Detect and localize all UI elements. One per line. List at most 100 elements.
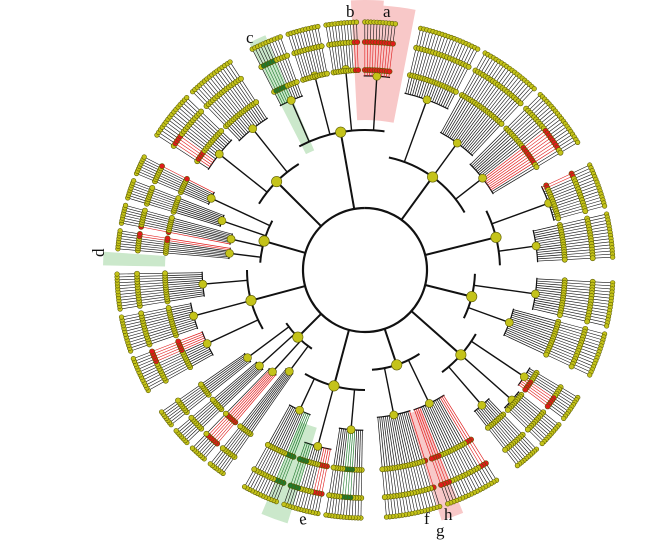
branch-edge <box>563 246 592 250</box>
branch-edge <box>126 333 147 341</box>
branch-edge <box>480 56 491 74</box>
branch-edge <box>514 441 529 457</box>
branch-edge <box>151 189 178 201</box>
branch-edge <box>554 131 571 143</box>
branch-edge <box>436 456 447 484</box>
branch-edge <box>511 316 556 332</box>
branch-edge <box>516 84 530 100</box>
branch-edge <box>182 188 211 202</box>
branch-edge <box>165 280 203 284</box>
branch-edge <box>192 433 207 449</box>
branch-edge <box>137 287 166 291</box>
branch-edge <box>133 180 153 189</box>
tree-node <box>117 228 123 234</box>
branch-edge <box>446 482 454 502</box>
branch-edge <box>485 463 497 481</box>
branch-edge <box>452 104 478 141</box>
branch-edge <box>139 298 168 304</box>
branch-edge <box>399 495 403 516</box>
branch-edge <box>277 37 285 57</box>
branch-edge <box>247 107 260 125</box>
tree-node <box>237 423 244 430</box>
branch-edge <box>303 462 312 490</box>
branch-edge <box>436 86 445 104</box>
branch-edge <box>165 366 191 382</box>
branch-edge <box>121 220 142 225</box>
tree-node <box>175 397 181 404</box>
branch-edge <box>129 192 149 200</box>
branch-edge <box>507 409 529 430</box>
branch-edge <box>255 102 268 119</box>
tree-node <box>131 178 137 184</box>
tree-node <box>138 310 145 317</box>
branch-edge <box>123 212 144 218</box>
branch-edge <box>427 31 434 51</box>
branch-edge <box>328 467 334 496</box>
branch-edge <box>146 203 174 213</box>
tree-node <box>326 492 332 499</box>
branch-edge <box>535 289 564 294</box>
branch-edge <box>512 311 558 325</box>
branch-edge <box>138 294 167 299</box>
branch-edge <box>592 281 613 284</box>
branch-edge <box>592 256 613 259</box>
branch-edge <box>441 396 470 442</box>
clade-label-f: f <box>424 509 430 528</box>
tree-node <box>286 96 296 105</box>
branch-edge <box>571 366 590 376</box>
tree-node <box>539 440 545 447</box>
branch-edge <box>173 211 221 227</box>
branch-edge <box>145 375 164 386</box>
branch-edge <box>196 404 218 424</box>
branch-edge <box>457 478 466 497</box>
branch-edge <box>556 202 583 212</box>
branch-edge <box>119 302 140 307</box>
branch-edge <box>584 331 604 338</box>
branch-edge <box>228 430 246 453</box>
branch-edge <box>317 385 335 447</box>
branch-edge <box>384 468 388 497</box>
branch-edge <box>212 362 257 400</box>
branch-edge <box>166 287 204 293</box>
branch-edge <box>297 461 307 489</box>
branch-edge <box>170 221 232 238</box>
branch-edge <box>337 43 342 72</box>
branch-edge <box>317 493 323 514</box>
branch-edge <box>386 43 391 72</box>
branch-edge <box>167 408 184 421</box>
branch-edge <box>512 443 527 459</box>
branch-edge <box>512 313 557 327</box>
branch-edge <box>388 415 399 468</box>
branch-edge <box>201 408 222 429</box>
branch-edge <box>178 138 202 156</box>
tree-node <box>218 128 225 134</box>
branch-edge <box>181 339 206 351</box>
branch-edge <box>463 71 479 97</box>
branch-edge <box>132 182 152 191</box>
branch-edge <box>225 125 240 141</box>
tree-node <box>175 338 182 345</box>
branch-edge <box>529 140 553 157</box>
branch-edge <box>543 411 560 425</box>
branch-edge <box>157 352 183 365</box>
tree-node <box>162 270 168 277</box>
tree-node <box>141 154 147 160</box>
branch-edge <box>336 468 341 497</box>
branch-edge <box>178 197 224 216</box>
branch-edge <box>511 314 557 330</box>
tree-node <box>198 108 204 115</box>
branch-edge <box>258 333 296 367</box>
branch-edge <box>525 389 548 407</box>
branch-edge <box>127 197 147 205</box>
branch-edge <box>591 238 612 242</box>
branch-edge <box>263 65 277 91</box>
branch-edge <box>147 201 175 211</box>
branch-edge <box>170 411 187 425</box>
branch-edge <box>560 223 589 231</box>
branch-edge <box>224 65 237 83</box>
branch-edge <box>577 179 596 187</box>
branch-edge <box>254 474 265 493</box>
branch-edge <box>180 337 205 349</box>
branch-edge <box>271 339 302 373</box>
